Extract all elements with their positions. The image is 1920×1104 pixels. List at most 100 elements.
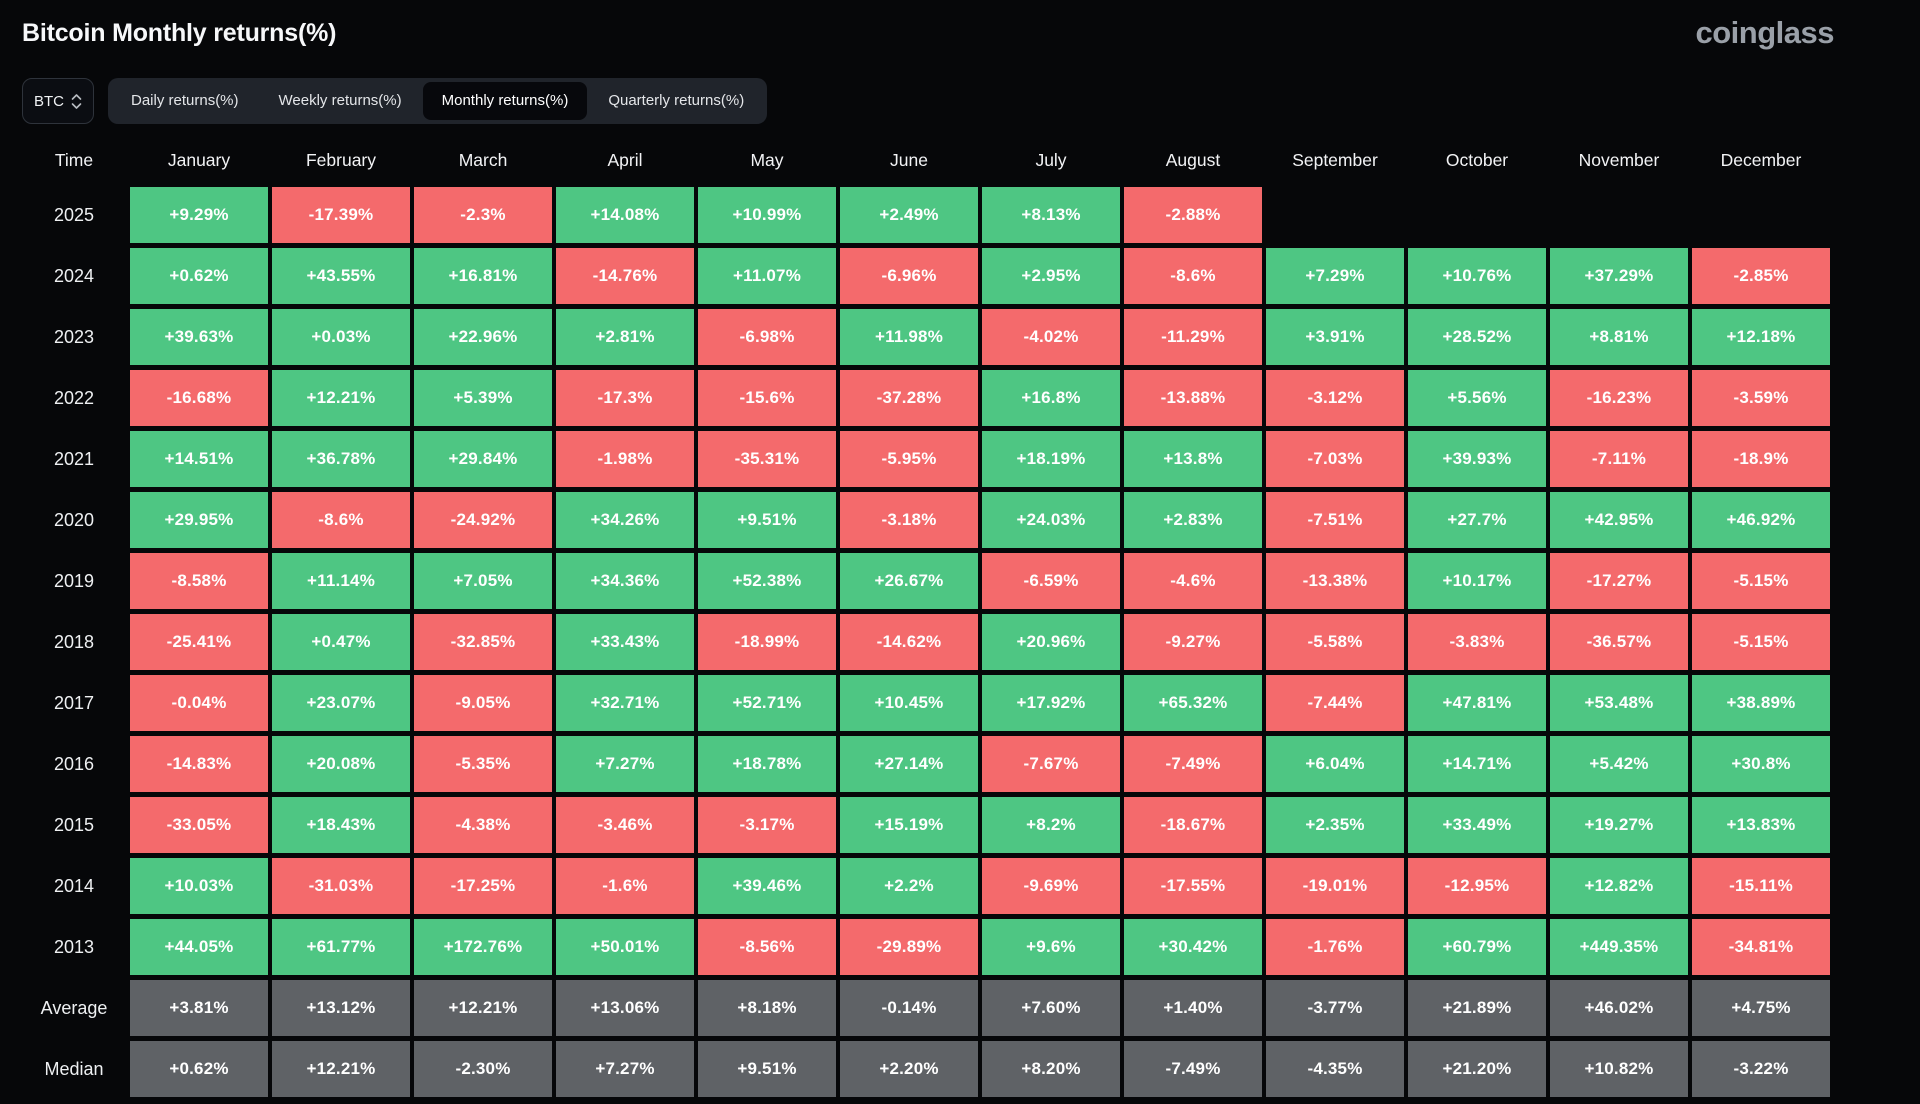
return-cell[interactable]: +5.39% — [414, 370, 552, 426]
return-cell[interactable]: -0.04% — [130, 675, 268, 731]
return-cell[interactable]: +22.96% — [414, 309, 552, 365]
return-cell[interactable]: +7.27% — [556, 1041, 694, 1097]
return-cell[interactable]: +10.82% — [1550, 1041, 1688, 1097]
return-cell[interactable]: -3.22% — [1692, 1041, 1830, 1097]
return-cell[interactable]: -5.15% — [1692, 553, 1830, 609]
return-cell[interactable]: -33.05% — [130, 797, 268, 853]
return-cell[interactable]: -4.38% — [414, 797, 552, 853]
tab-quarterly-returns[interactable]: Quarterly returns(%) — [608, 92, 745, 109]
return-cell[interactable]: +33.49% — [1408, 797, 1546, 853]
return-cell[interactable]: -31.03% — [272, 858, 410, 914]
return-cell[interactable]: +43.55% — [272, 248, 410, 304]
return-cell[interactable]: -24.92% — [414, 492, 552, 548]
return-cell[interactable]: -3.17% — [698, 797, 836, 853]
return-cell[interactable]: +52.71% — [698, 675, 836, 731]
return-cell[interactable]: +2.2% — [840, 858, 978, 914]
return-cell[interactable]: -11.29% — [1124, 309, 1262, 365]
return-cell[interactable]: +9.51% — [698, 492, 836, 548]
return-cell[interactable]: -1.76% — [1266, 919, 1404, 975]
return-cell[interactable]: +8.18% — [698, 980, 836, 1036]
return-cell[interactable]: +26.67% — [840, 553, 978, 609]
return-cell[interactable]: -7.67% — [982, 736, 1120, 792]
return-cell[interactable]: +2.81% — [556, 309, 694, 365]
return-cell[interactable]: +61.77% — [272, 919, 410, 975]
return-cell[interactable]: +13.06% — [556, 980, 694, 1036]
return-cell[interactable]: +15.19% — [840, 797, 978, 853]
return-cell[interactable]: -14.62% — [840, 614, 978, 670]
return-cell[interactable]: +16.8% — [982, 370, 1120, 426]
return-cell[interactable]: +23.07% — [272, 675, 410, 731]
return-cell[interactable]: -13.88% — [1124, 370, 1262, 426]
return-cell[interactable]: -3.12% — [1266, 370, 1404, 426]
return-cell[interactable]: +11.07% — [698, 248, 836, 304]
return-cell[interactable]: -6.98% — [698, 309, 836, 365]
return-cell[interactable]: +18.43% — [272, 797, 410, 853]
return-cell[interactable]: +20.08% — [272, 736, 410, 792]
return-cell[interactable]: -34.81% — [1692, 919, 1830, 975]
return-cell[interactable]: +36.78% — [272, 431, 410, 487]
return-cell[interactable]: -4.02% — [982, 309, 1120, 365]
return-cell[interactable]: +1.40% — [1124, 980, 1262, 1036]
return-cell[interactable]: -3.77% — [1266, 980, 1404, 1036]
return-cell[interactable]: +44.05% — [130, 919, 268, 975]
return-cell[interactable]: -5.58% — [1266, 614, 1404, 670]
return-cell[interactable]: +10.76% — [1408, 248, 1546, 304]
return-cell[interactable]: +60.79% — [1408, 919, 1546, 975]
return-cell[interactable]: +5.56% — [1408, 370, 1546, 426]
return-cell[interactable]: -17.55% — [1124, 858, 1262, 914]
return-cell[interactable]: +7.05% — [414, 553, 552, 609]
return-cell[interactable]: +3.91% — [1266, 309, 1404, 365]
return-cell[interactable]: +7.29% — [1266, 248, 1404, 304]
return-cell[interactable]: +34.26% — [556, 492, 694, 548]
return-cell[interactable]: +16.81% — [414, 248, 552, 304]
return-cell[interactable]: +11.14% — [272, 553, 410, 609]
return-cell[interactable]: +30.8% — [1692, 736, 1830, 792]
return-cell[interactable]: +39.93% — [1408, 431, 1546, 487]
return-cell[interactable]: +8.2% — [982, 797, 1120, 853]
return-cell[interactable]: +0.62% — [130, 248, 268, 304]
return-cell[interactable]: -16.68% — [130, 370, 268, 426]
return-cell[interactable]: +12.18% — [1692, 309, 1830, 365]
return-cell[interactable]: +32.71% — [556, 675, 694, 731]
return-cell[interactable]: +0.47% — [272, 614, 410, 670]
return-cell[interactable]: -4.6% — [1124, 553, 1262, 609]
return-cell[interactable]: -16.23% — [1550, 370, 1688, 426]
return-cell[interactable]: +13.12% — [272, 980, 410, 1036]
return-cell[interactable]: -17.25% — [414, 858, 552, 914]
return-cell[interactable]: +18.78% — [698, 736, 836, 792]
return-cell[interactable]: -7.49% — [1124, 1041, 1262, 1097]
return-cell[interactable]: +7.27% — [556, 736, 694, 792]
return-cell[interactable]: -7.51% — [1266, 492, 1404, 548]
return-cell[interactable]: -3.59% — [1692, 370, 1830, 426]
return-cell[interactable]: -5.35% — [414, 736, 552, 792]
return-cell[interactable]: +46.92% — [1692, 492, 1830, 548]
return-cell[interactable]: +2.83% — [1124, 492, 1262, 548]
return-cell[interactable]: +12.21% — [272, 1041, 410, 1097]
return-cell[interactable]: +9.29% — [130, 187, 268, 243]
return-cell[interactable]: +17.92% — [982, 675, 1120, 731]
return-cell[interactable]: -0.14% — [840, 980, 978, 1036]
return-cell[interactable]: +172.76% — [414, 919, 552, 975]
return-cell[interactable]: -17.39% — [272, 187, 410, 243]
return-cell[interactable]: -37.28% — [840, 370, 978, 426]
return-cell[interactable]: -7.44% — [1266, 675, 1404, 731]
return-cell[interactable]: +52.38% — [698, 553, 836, 609]
return-cell[interactable]: +2.95% — [982, 248, 1120, 304]
return-cell[interactable]: +14.71% — [1408, 736, 1546, 792]
return-cell[interactable]: +3.81% — [130, 980, 268, 1036]
return-cell[interactable]: +42.95% — [1550, 492, 1688, 548]
return-cell[interactable]: +21.20% — [1408, 1041, 1546, 1097]
return-cell[interactable]: -18.67% — [1124, 797, 1262, 853]
return-cell[interactable]: -35.31% — [698, 431, 836, 487]
return-cell[interactable]: -9.69% — [982, 858, 1120, 914]
return-cell[interactable]: -9.05% — [414, 675, 552, 731]
return-cell[interactable]: +37.29% — [1550, 248, 1688, 304]
return-cell[interactable]: +19.27% — [1550, 797, 1688, 853]
return-cell[interactable]: +13.8% — [1124, 431, 1262, 487]
return-cell[interactable]: -19.01% — [1266, 858, 1404, 914]
return-cell[interactable]: -13.38% — [1266, 553, 1404, 609]
return-cell[interactable]: -32.85% — [414, 614, 552, 670]
return-cell[interactable]: +13.83% — [1692, 797, 1830, 853]
return-cell[interactable]: -15.6% — [698, 370, 836, 426]
return-cell[interactable]: +27.7% — [1408, 492, 1546, 548]
